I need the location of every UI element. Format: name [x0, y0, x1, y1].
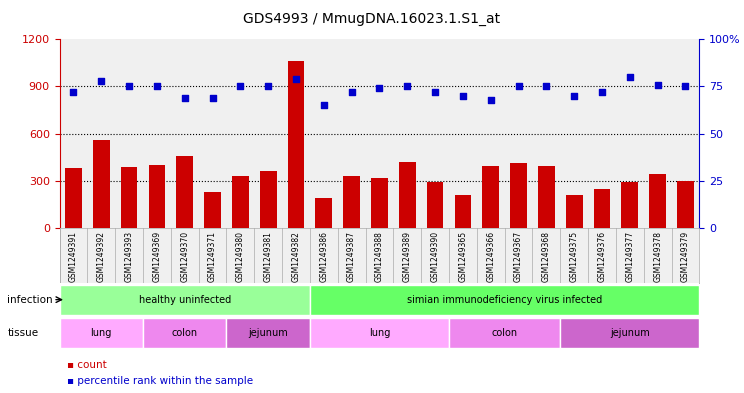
Text: simian immunodeficiency virus infected: simian immunodeficiency virus infected — [407, 295, 602, 305]
Point — [457, 93, 469, 99]
Text: colon: colon — [172, 328, 198, 338]
Text: GSM1249368: GSM1249368 — [542, 231, 551, 282]
Text: GSM1249386: GSM1249386 — [319, 231, 328, 282]
Text: GSM1249379: GSM1249379 — [681, 231, 690, 282]
Text: GSM1249376: GSM1249376 — [597, 231, 606, 282]
Point — [262, 83, 274, 90]
Text: GSM1249370: GSM1249370 — [180, 231, 189, 282]
Text: GSM1249390: GSM1249390 — [431, 231, 440, 282]
Point — [485, 97, 497, 103]
Bar — [621, 182, 638, 228]
Text: lung: lung — [369, 328, 390, 338]
Text: ▪ count: ▪ count — [67, 360, 106, 371]
Point — [151, 83, 163, 90]
Point — [68, 89, 80, 95]
Text: GSM1249377: GSM1249377 — [625, 231, 635, 282]
Text: GSM1249380: GSM1249380 — [236, 231, 245, 282]
Point — [568, 93, 580, 99]
Bar — [65, 168, 82, 228]
Text: colon: colon — [492, 328, 518, 338]
Text: GSM1249381: GSM1249381 — [263, 231, 272, 281]
Text: GSM1249392: GSM1249392 — [97, 231, 106, 282]
Bar — [315, 198, 332, 228]
Text: GSM1249389: GSM1249389 — [403, 231, 411, 282]
Bar — [93, 140, 109, 228]
Bar — [427, 182, 443, 228]
Bar — [650, 174, 666, 228]
Text: GSM1249393: GSM1249393 — [124, 231, 134, 282]
Bar — [455, 195, 471, 228]
Bar — [399, 162, 416, 228]
FancyBboxPatch shape — [143, 318, 226, 348]
Text: GSM1249388: GSM1249388 — [375, 231, 384, 281]
Point — [346, 89, 358, 95]
Point — [179, 95, 190, 101]
Text: lung: lung — [91, 328, 112, 338]
FancyBboxPatch shape — [60, 285, 310, 315]
Text: jejunum: jejunum — [610, 328, 650, 338]
Bar — [149, 165, 165, 228]
Point — [290, 76, 302, 82]
FancyBboxPatch shape — [560, 318, 699, 348]
Point — [373, 85, 385, 92]
Text: GDS4993 / MmugDNA.16023.1.S1_at: GDS4993 / MmugDNA.16023.1.S1_at — [243, 12, 501, 26]
Point — [123, 83, 135, 90]
Bar — [371, 178, 388, 228]
Text: GSM1249365: GSM1249365 — [458, 231, 467, 282]
Text: GSM1249378: GSM1249378 — [653, 231, 662, 282]
Text: GSM1249366: GSM1249366 — [487, 231, 496, 282]
Point — [513, 83, 525, 90]
Bar — [232, 176, 248, 228]
Bar — [538, 166, 555, 228]
Point — [429, 89, 441, 95]
Point — [679, 83, 691, 90]
Text: jejunum: jejunum — [248, 328, 288, 338]
FancyBboxPatch shape — [310, 285, 699, 315]
Text: tissue: tissue — [7, 328, 39, 338]
Text: GSM1249391: GSM1249391 — [69, 231, 78, 282]
Bar — [204, 192, 221, 228]
Text: GSM1249367: GSM1249367 — [514, 231, 523, 282]
Point — [652, 81, 664, 88]
Bar — [288, 61, 304, 228]
FancyBboxPatch shape — [310, 318, 449, 348]
Point — [624, 74, 636, 80]
Point — [540, 83, 552, 90]
Bar — [482, 166, 499, 228]
Point — [401, 83, 413, 90]
Text: GSM1249382: GSM1249382 — [292, 231, 301, 281]
Bar — [594, 189, 610, 228]
Bar — [677, 181, 694, 228]
Text: GSM1249371: GSM1249371 — [208, 231, 217, 282]
Text: GSM1249375: GSM1249375 — [570, 231, 579, 282]
Bar — [343, 176, 360, 228]
Bar — [566, 195, 583, 228]
Point — [234, 83, 246, 90]
Bar — [121, 167, 138, 228]
Point — [596, 89, 608, 95]
Bar — [176, 156, 193, 228]
Text: GSM1249387: GSM1249387 — [347, 231, 356, 282]
Point — [207, 95, 219, 101]
FancyBboxPatch shape — [449, 318, 560, 348]
Bar — [260, 171, 277, 228]
Text: healthy uninfected: healthy uninfected — [138, 295, 231, 305]
Point — [318, 102, 330, 108]
FancyBboxPatch shape — [60, 318, 143, 348]
Text: infection: infection — [7, 295, 53, 305]
Bar — [510, 163, 527, 228]
Text: ▪ percentile rank within the sample: ▪ percentile rank within the sample — [67, 376, 253, 386]
Text: GSM1249369: GSM1249369 — [153, 231, 161, 282]
Point — [95, 78, 107, 84]
FancyBboxPatch shape — [226, 318, 310, 348]
